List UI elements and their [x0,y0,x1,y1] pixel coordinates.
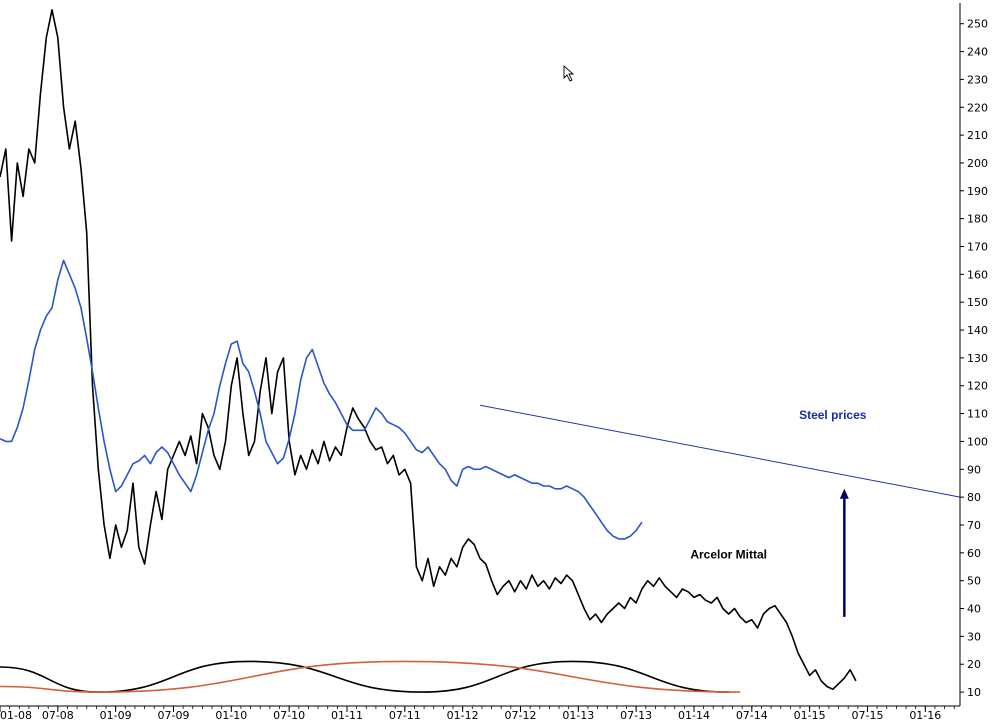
y-tick-label: 50 [967,575,981,588]
axis-layer: 10 20 30 40 50 60 70 80 90 100 110 120 130 140 150 160 1… [0,3,988,722]
y-tick-label: 210 [967,129,988,142]
x-tick-label: 01-13 [562,709,594,722]
trend-layer [479,404,961,617]
x-tick-label: 07-11 [389,709,421,722]
annotation-layer: Steel prices Arcelor Mittal [690,408,866,561]
x-tick-label: 07-13 [620,709,652,722]
cycle-line-2 [0,660,741,693]
x-tick-label: 07-14 [736,709,768,722]
x-tick-label: 01-09 [100,709,132,722]
x-tick-label: 01-15 [794,709,826,722]
y-tick-label: 230 [967,73,988,86]
y-tick-label: 250 [967,18,988,31]
mouse-cursor-icon [563,64,575,82]
series-line-arcelor-mittal [0,9,857,691]
y-tick-label: 160 [967,268,988,281]
y-tick-label: 80 [967,491,981,504]
y-tick-label: 200 [967,157,988,170]
arrow-head [839,488,849,499]
y-tick-label: 170 [967,240,988,253]
x-tick-label: 01-14 [678,709,710,722]
x-tick-label: 07-12 [504,709,536,722]
y-tick-label: 10 [967,686,981,699]
y-tick-label: 110 [967,408,988,421]
series-layer [0,9,857,691]
annotation-arcelor-mittal: Arcelor Mittal [690,547,767,561]
x-tick-label: 07-15 [851,709,883,722]
y-tick-label: 240 [967,46,988,59]
y-tick-label: 140 [967,324,988,337]
x-tick-label: 01-10 [215,709,247,722]
y-tick-label: 130 [967,352,988,365]
y-tick-label: 60 [967,547,981,560]
series-line-steel-prices [0,259,643,540]
y-tick-label: 20 [967,658,981,671]
x-tick-label: 01-12 [447,709,479,722]
x-tick-label: 01-08 [0,709,32,722]
y-tick-label: 120 [967,380,988,393]
x-tick-label: 07-09 [158,709,190,722]
y-tick-label: 70 [967,519,981,532]
x-tick-label: 07-08 [42,709,74,722]
y-tick-label: 100 [967,435,988,448]
annotation-steel-prices: Steel prices [799,408,867,422]
x-tick-label: 07-10 [273,709,305,722]
cycles-layer [0,660,741,693]
y-tick-label: 150 [967,296,988,309]
y-tick-label: 40 [967,603,981,616]
x-tick-label: 01-16 [909,709,941,722]
y-tick-label: 90 [967,463,981,476]
y-tick-label: 220 [967,101,988,114]
x-tick-label: 01-11 [331,709,363,722]
trend-line [479,404,961,498]
y-tick-label: 180 [967,213,988,226]
y-tick-label: 190 [967,185,988,198]
y-tick-label: 30 [967,630,981,643]
